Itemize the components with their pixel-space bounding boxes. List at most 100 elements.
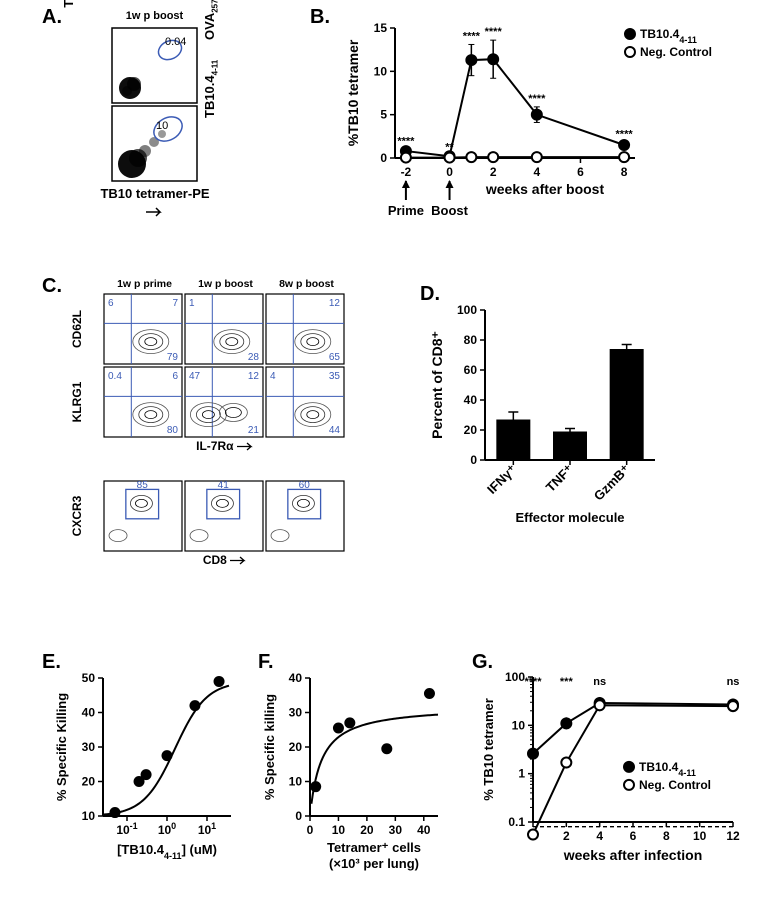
svg-text:****: **** bbox=[397, 135, 415, 147]
svg-text:30: 30 bbox=[82, 740, 96, 754]
svg-text:****: **** bbox=[485, 26, 503, 38]
svg-text:8: 8 bbox=[663, 829, 670, 843]
panel-a-label: A. bbox=[42, 6, 62, 29]
svg-text:Prime: Prime bbox=[388, 203, 424, 218]
svg-text:****: **** bbox=[616, 128, 634, 140]
svg-text:10: 10 bbox=[374, 64, 388, 78]
svg-text:79: 79 bbox=[167, 352, 179, 363]
panel-b-label: B. bbox=[310, 6, 330, 29]
svg-text:%TB10 tetramer: %TB10 tetramer bbox=[345, 39, 361, 146]
svg-text:TB10.44-11: TB10.44-11 bbox=[640, 27, 697, 45]
svg-text:-2: -2 bbox=[401, 165, 412, 179]
svg-text:weeks after infection: weeks after infection bbox=[563, 847, 703, 863]
panel-a-xlabel: TB10 tetramer-PE bbox=[95, 185, 215, 221]
svg-text:0: 0 bbox=[307, 823, 314, 837]
panel-a-title: 1w p boost bbox=[112, 10, 197, 22]
svg-text:30: 30 bbox=[389, 823, 403, 837]
svg-text:IFNγ⁺: IFNγ⁺ bbox=[484, 461, 519, 496]
svg-text:6: 6 bbox=[172, 371, 178, 382]
svg-text:40: 40 bbox=[464, 393, 478, 407]
panel-b-chart: 0 5 10 15 -2 0 2 4 6 8 %TB10 tetramer weeks after b… bbox=[340, 10, 740, 230]
svg-text:6: 6 bbox=[577, 165, 584, 179]
svg-text:80: 80 bbox=[464, 333, 478, 347]
panel-a-top-gate: 0.04 bbox=[165, 36, 186, 48]
panel-a-top-rlabel: OVA257-264 bbox=[202, 0, 220, 40]
svg-text:0: 0 bbox=[446, 165, 453, 179]
svg-text:10: 10 bbox=[693, 829, 707, 843]
svg-text:12: 12 bbox=[329, 298, 341, 309]
svg-text:12: 12 bbox=[248, 371, 260, 382]
svg-text:TNF⁺: TNF⁺ bbox=[543, 461, 576, 494]
svg-text:Neg. Control: Neg. Control bbox=[640, 45, 712, 59]
svg-text:% Specific killing: % Specific killing bbox=[262, 694, 277, 800]
svg-text:1: 1 bbox=[518, 767, 525, 781]
svg-text:100: 100 bbox=[457, 303, 477, 317]
svg-text:0.1: 0.1 bbox=[508, 815, 525, 829]
svg-text:5: 5 bbox=[380, 108, 387, 122]
panel-c-label: C. bbox=[42, 275, 62, 298]
svg-text:10: 10 bbox=[512, 718, 526, 732]
svg-text:Tetramer⁺ cells: Tetramer⁺ cells bbox=[327, 840, 421, 855]
svg-text:Percent of CD8⁺: Percent of CD8⁺ bbox=[429, 331, 445, 439]
svg-text:***: *** bbox=[560, 676, 574, 688]
svg-text:0.4: 0.4 bbox=[108, 371, 122, 382]
svg-text:1: 1 bbox=[189, 298, 195, 309]
svg-text:7: 7 bbox=[172, 298, 178, 309]
svg-text:0: 0 bbox=[470, 453, 477, 467]
svg-text:10: 10 bbox=[289, 775, 303, 789]
svg-text:80: 80 bbox=[167, 425, 179, 436]
panel-g-chart: 0.1110100024681012*******nsns% TB10 tetr… bbox=[475, 665, 755, 880]
panel-e-chart: 102030405010-1100101% Specific Killing[T… bbox=[48, 670, 258, 880]
svg-text:weeks after boost: weeks after boost bbox=[485, 181, 605, 197]
panel-f-chart: 0 10 20 30 40 0 10 20 30 40 % Specific killing Tetr… bbox=[258, 670, 458, 895]
svg-text:12: 12 bbox=[726, 829, 740, 843]
svg-text:28: 28 bbox=[248, 352, 260, 363]
svg-text:44: 44 bbox=[329, 425, 341, 436]
svg-text:15: 15 bbox=[374, 21, 388, 35]
svg-text:2: 2 bbox=[563, 829, 570, 843]
svg-text:ns: ns bbox=[727, 676, 740, 688]
svg-text:20: 20 bbox=[289, 740, 303, 754]
svg-text:8: 8 bbox=[621, 165, 628, 179]
svg-text:Neg. Control: Neg. Control bbox=[639, 778, 711, 792]
svg-text:TB10.44-11: TB10.44-11 bbox=[639, 760, 696, 778]
panel-d-chart: 020406080100IFNγ⁺TNF⁺GzmB⁺Percent of CD8… bbox=[420, 300, 720, 570]
svg-text:10: 10 bbox=[332, 823, 346, 837]
panel-a-bottom-plot bbox=[112, 106, 197, 181]
svg-text:60: 60 bbox=[299, 480, 311, 491]
svg-text:4: 4 bbox=[533, 165, 540, 179]
svg-text:100: 100 bbox=[158, 821, 176, 837]
svg-text:47: 47 bbox=[189, 371, 201, 382]
svg-text:41: 41 bbox=[218, 480, 230, 491]
svg-text:20: 20 bbox=[464, 423, 478, 437]
svg-text:0: 0 bbox=[380, 151, 387, 165]
svg-text:6: 6 bbox=[630, 829, 637, 843]
svg-text:35: 35 bbox=[329, 371, 341, 382]
svg-text:% TB10 tetramer: % TB10 tetramer bbox=[481, 698, 496, 801]
svg-text:6: 6 bbox=[108, 298, 114, 309]
svg-text:100: 100 bbox=[505, 670, 525, 684]
svg-text:40: 40 bbox=[82, 706, 96, 720]
svg-text:30: 30 bbox=[289, 706, 303, 720]
svg-text:4: 4 bbox=[596, 829, 603, 843]
svg-text:****: **** bbox=[524, 676, 542, 688]
svg-text:40: 40 bbox=[289, 671, 303, 685]
svg-text:101: 101 bbox=[198, 821, 216, 837]
svg-text:20: 20 bbox=[82, 775, 96, 789]
svg-text:Effector molecule: Effector molecule bbox=[515, 510, 624, 525]
svg-text:20: 20 bbox=[360, 823, 374, 837]
svg-text:(×10³ per lung): (×10³ per lung) bbox=[329, 856, 419, 871]
svg-text:****: **** bbox=[528, 93, 546, 105]
panel-a-bottom-rlabel: TB10.44-11 bbox=[202, 60, 220, 118]
svg-text:[TB10.44-11] (uM): [TB10.44-11] (uM) bbox=[117, 842, 217, 861]
svg-text:10-1: 10-1 bbox=[116, 821, 137, 837]
svg-text:2: 2 bbox=[490, 165, 497, 179]
svg-text:85: 85 bbox=[137, 480, 149, 491]
svg-text:ns: ns bbox=[593, 676, 606, 688]
svg-text:60: 60 bbox=[464, 363, 478, 377]
svg-text:65: 65 bbox=[329, 352, 341, 363]
svg-text:50: 50 bbox=[82, 671, 96, 685]
svg-text:0: 0 bbox=[295, 809, 302, 823]
svg-text:Boost: Boost bbox=[431, 203, 469, 218]
svg-text:40: 40 bbox=[417, 823, 431, 837]
